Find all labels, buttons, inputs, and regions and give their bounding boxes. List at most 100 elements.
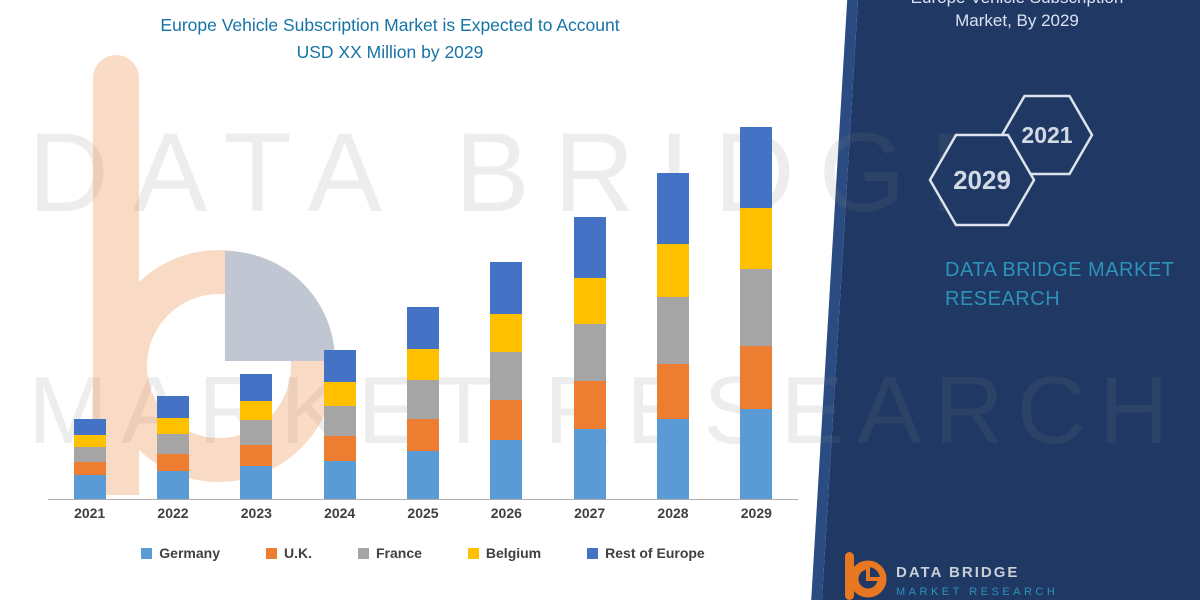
bar-segment-germany [656, 419, 689, 499]
legend-swatch-france [357, 547, 369, 559]
bar-column-2024 [298, 350, 381, 499]
legend-label-germany: Germany [159, 545, 220, 561]
x-axis-label-2022: 2022 [157, 505, 189, 521]
footer-logo-name: DATA BRIDGE [896, 564, 1020, 581]
bar-segment-u-k [656, 364, 689, 419]
bar-segment-germany [323, 461, 356, 499]
bar-column-2022 [131, 396, 214, 499]
panel-header: Europe Vehicle Subscription Market, By 2… [842, 0, 1192, 32]
bar-segment-germany [406, 451, 439, 499]
footer-logo-icon [845, 552, 887, 600]
hexagon-2029-shape [928, 133, 1036, 227]
bar-column-2021 [48, 419, 131, 499]
brand-text: DATA BRIDGE MARKET RESEARCH [945, 256, 1174, 314]
bar-segment-france [323, 406, 356, 436]
bar-segment-rest-of-europe [490, 262, 523, 314]
bar-segment-u-k [240, 445, 273, 466]
bar-segment-rest-of-europe [740, 127, 773, 208]
legend-label-rest-of-europe: Rest of Europe [605, 545, 705, 561]
chart-title-line2: USD XX Million by 2029 [296, 42, 484, 62]
legend-label-u-k: U.K. [283, 545, 312, 561]
hexagon-badges: 2029 2021 [928, 94, 1094, 227]
hexagon-2029-label: 2029 [953, 165, 1011, 195]
x-axis-label-2023: 2023 [240, 505, 272, 521]
legend-swatch-germany [141, 547, 153, 559]
stacked-bar-2026 [490, 262, 523, 499]
bar-segment-u-k [406, 419, 439, 451]
bar-segment-u-k [73, 462, 106, 475]
bar-column-2028 [631, 173, 714, 499]
bar-segment-france [573, 324, 606, 381]
bar-segment-belgium [240, 401, 273, 420]
bar-segment-rest-of-europe [406, 307, 439, 349]
bar-column-2029 [715, 127, 798, 499]
bar-segment-belgium [656, 244, 689, 297]
stacked-bar-2024 [323, 350, 356, 499]
bar-segment-france [656, 297, 689, 364]
bar-segment-u-k [323, 436, 356, 461]
stacked-bar-2027 [573, 217, 606, 499]
bar-segment-germany [490, 440, 523, 499]
legend-item-belgium: Belgium [467, 545, 542, 561]
bar-segment-rest-of-europe [323, 350, 356, 382]
stacked-bar-2029 [740, 127, 773, 499]
bar-segment-germany [73, 475, 106, 499]
bar-column-2026 [465, 262, 548, 499]
bar-segment-germany [156, 471, 189, 499]
x-axis-label-2027: 2027 [574, 505, 606, 521]
brand-text-line1: DATA BRIDGE MARKET [945, 259, 1175, 281]
bar-segment-belgium [156, 418, 189, 434]
bar-segment-germany [740, 409, 773, 499]
legend: Germany U.K. France Belgium Rest of Europe [48, 545, 798, 561]
bar-column-2027 [548, 217, 631, 499]
bar-segment-rest-of-europe [656, 173, 689, 244]
legend-item-rest-of-europe: Rest of Europe [587, 545, 705, 561]
bar-segment-belgium [573, 278, 606, 324]
legend-item-germany: Germany [141, 545, 220, 561]
x-axis-label-2028: 2028 [657, 505, 689, 521]
bar-segment-germany [573, 429, 606, 499]
plot-area [48, 112, 798, 500]
bar-segment-belgium [73, 435, 106, 447]
bar-column-2025 [381, 307, 464, 499]
bar-segment-u-k [156, 454, 189, 471]
bar-segment-belgium [490, 314, 523, 352]
chart-title-line1: Europe Vehicle Subscription Market is Ex… [160, 15, 620, 35]
stacked-bar-2021 [73, 419, 106, 499]
brand-text-line2: RESEARCH [945, 288, 1061, 310]
chart-title: Europe Vehicle Subscription Market is Ex… [40, 12, 740, 66]
legend-item-u-k: U.K. [265, 545, 312, 561]
bar-segment-rest-of-europe [73, 419, 106, 435]
footer-logo: DATA BRIDGE MARKET RESEARCH [843, 550, 1058, 600]
footer-logo-text: DATA BRIDGE MARKET RESEARCH [896, 550, 1058, 598]
bar-segment-france [490, 352, 523, 400]
bar-segment-france [740, 269, 773, 346]
panel-header-line2: Market, By 2029 [955, 11, 1079, 30]
hexagon-2021-label: 2021 [1021, 122, 1072, 148]
bar-segment-rest-of-europe [156, 396, 189, 418]
stacked-bar-2022 [156, 396, 189, 499]
legend-swatch-belgium [467, 547, 479, 559]
x-axis-labels: 2021 2022 2023 2024 2025 2026 2027 2028 2029 [48, 505, 798, 521]
legend-label-france: France [375, 545, 422, 561]
bar-segment-france [156, 434, 189, 454]
stacked-bar-chart: 2021 2022 2023 2024 2025 2026 2027 2028 2029 Ger… [48, 112, 798, 561]
x-axis-label-2021: 2021 [74, 505, 106, 521]
bar-segment-germany [240, 466, 273, 499]
stacked-bar-2023 [240, 374, 273, 499]
x-axis-label-2026: 2026 [490, 505, 522, 521]
bar-segment-u-k [740, 346, 773, 409]
legend-swatch-rest-of-europe [587, 547, 599, 559]
bar-segment-rest-of-europe [240, 374, 273, 401]
bar-column-2023 [215, 374, 298, 499]
bar-segment-france [240, 420, 273, 445]
legend-label-belgium: Belgium [485, 545, 542, 561]
bar-segment-france [406, 380, 439, 419]
stacked-bar-2025 [406, 307, 439, 499]
x-axis-label-2024: 2024 [324, 505, 356, 521]
stacked-bar-2028 [656, 173, 689, 499]
bar-segment-u-k [490, 400, 523, 440]
bar-segment-france [73, 447, 106, 462]
legend-swatch-u-k [265, 547, 277, 559]
